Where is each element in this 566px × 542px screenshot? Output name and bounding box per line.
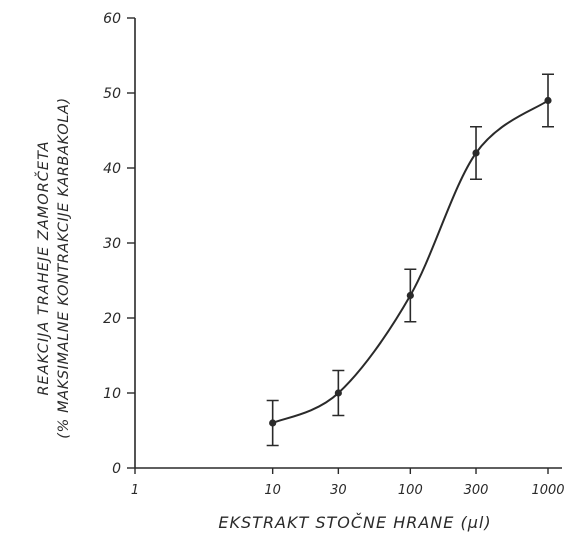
x-tick-label: 30 [330, 483, 347, 498]
y-axis-title-line2: (% MAKSIMALNE KONTRAKCIJE KARBAKOLA) [56, 97, 72, 439]
y-tick-label: 0 [112, 461, 121, 477]
x-ticks: 1 10 30 100 300 1000 [131, 468, 565, 498]
y-axis: 0 10 20 30 40 50 60 [103, 11, 136, 477]
y-tick-label: 20 [103, 311, 121, 327]
x-axis: 1 10 30 100 300 1000 [131, 467, 565, 498]
x-axis-title: EKSTRAKT STOČNE HRANE (μl) [218, 513, 491, 532]
data-point [472, 149, 480, 157]
y-axis-title: REAKCIJA TRAHEJE ZAMORČETA (% MAKSIMALNE… [34, 97, 72, 439]
data-point [406, 291, 414, 300]
plot-area [266, 73, 554, 447]
y-tick-label: 50 [103, 86, 121, 102]
x-tick-label: 300 [464, 483, 489, 498]
x-tick-label: 1000 [531, 483, 564, 498]
y-tick-label: 30 [103, 236, 121, 252]
y-axis-title-line1: REAKCIJA TRAHEJE ZAMORČETA [34, 140, 52, 395]
y-tick-label: 40 [103, 161, 121, 177]
y-tick-label: 60 [103, 11, 121, 27]
data-point [269, 419, 277, 427]
x-tick-label: 10 [264, 483, 281, 498]
x-tick-label: 100 [398, 483, 423, 498]
data-point [544, 96, 552, 105]
x-tick-label: 1 [131, 483, 139, 498]
y-ticks: 0 10 20 30 40 50 60 [103, 11, 135, 477]
series-line [272, 99, 549, 424]
data-point [334, 389, 342, 397]
y-tick-label: 10 [103, 386, 121, 402]
